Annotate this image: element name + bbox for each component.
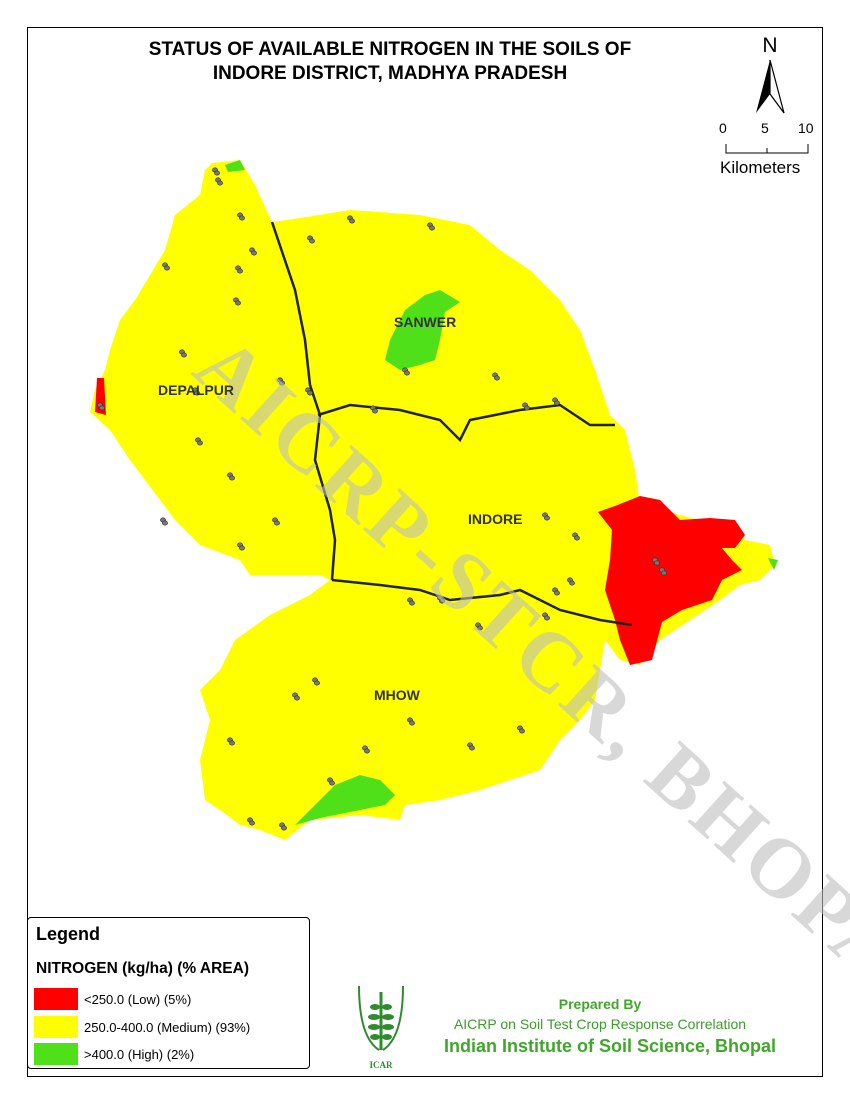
high-nitrogen-area-east (768, 558, 778, 570)
sample-site-marker (164, 265, 170, 271)
sample-site-marker (279, 380, 285, 386)
sample-site-marker (654, 560, 660, 566)
sample-site-marker (251, 250, 257, 256)
credit-institute: Indian Institute of Soil Science, Bhopal (443, 1036, 777, 1056)
north-label: N (762, 34, 778, 57)
sample-site-marker (329, 780, 335, 786)
sample-site-marker (229, 740, 235, 746)
sample-site-marker (239, 545, 245, 551)
sample-site-marker (409, 720, 415, 726)
title-line-1: STATUS OF AVAILABLE NITROGEN IN THE SOIL… (148, 39, 632, 60)
sample-site-marker (294, 695, 300, 701)
north-arrow-icon (756, 59, 785, 114)
sample-site-marker (554, 590, 560, 596)
sample-site-marker (274, 520, 280, 526)
high-nitrogen-area-north (225, 160, 245, 172)
sample-site-marker (237, 268, 243, 274)
sample-site-marker (439, 598, 445, 604)
legend-swatch-yellow (34, 1016, 78, 1038)
region-label-depalpur: DEPALPUR (158, 382, 234, 398)
scale-tick: 10 (798, 120, 814, 136)
sample-site-marker (162, 520, 168, 526)
sample-site-marker (519, 728, 525, 734)
tehsil-boundary-indore-mhow (331, 578, 633, 627)
region-label-mhow: MHOW (374, 687, 420, 703)
legend-label: >400.0 (High) (2%) (84, 1046, 195, 1062)
scale-tick: 5 (761, 120, 769, 136)
sample-site-marker (404, 370, 410, 376)
map-frame (27, 27, 823, 1077)
sample-site-marker (469, 745, 475, 751)
legend: Legend NITROGEN (kg/ha) (% AREA) <250.0 … (27, 917, 310, 1069)
sample-site-marker (314, 680, 320, 686)
sample-site-marker (554, 400, 560, 406)
sample-site-marker (194, 390, 200, 396)
sample-site-marker (181, 352, 187, 358)
sample-site-marker (429, 225, 435, 231)
sample-site-marker (281, 825, 287, 831)
sample-site-marker (229, 475, 235, 481)
sample-site-marker (197, 440, 203, 446)
high-nitrogen-area-sanwer (385, 290, 460, 370)
title-line-2: INDORE DISTRICT, MADHYA PRADESH (212, 63, 568, 84)
map-title: STATUS OF AVAILABLE NITROGEN IN THE SOIL… (100, 38, 680, 86)
scale-unit: Kilometers (720, 158, 801, 177)
sample-site-marker (661, 570, 667, 576)
legend-swatch-green (34, 1043, 78, 1065)
sample-site-marker (574, 535, 580, 541)
sample-site-marker (364, 748, 370, 754)
sample-site-marker (217, 180, 223, 186)
region-label-sanwer: SANWER (394, 314, 457, 330)
sample-site-marker (239, 215, 245, 221)
sample-site-marker (307, 390, 313, 396)
sample-site-marker (569, 580, 575, 586)
sample-site-marker (524, 405, 530, 411)
region-label-indore: INDORE (468, 511, 523, 527)
sample-site-marker (309, 238, 315, 244)
scale-line (725, 144, 809, 154)
legend-label: <250.0 (Low) (5%) (84, 991, 192, 1007)
north-arrow: N (752, 34, 788, 124)
credit-organization: AICRP on Soil Test Crop Response Correla… (453, 1016, 747, 1032)
medium-nitrogen-area (90, 160, 775, 840)
sample-site-marker (544, 615, 550, 621)
sample-site-marker (477, 625, 483, 631)
sample-site-marker (214, 170, 220, 176)
icar-logo: ICAR (358, 985, 404, 1070)
scale-tick: 0 (719, 120, 727, 136)
legend-subtitle: NITROGEN (kg/ha) (% AREA) (36, 960, 249, 977)
legend-label: 250.0-400.0 (Medium) (93%) (84, 1019, 251, 1035)
legend-item-low: <250.0 (Low) (5%) (34, 987, 191, 1011)
legend-heading: Legend (36, 924, 101, 944)
legend-item-medium: 250.0-400.0 (Medium) (93%) (34, 1015, 250, 1039)
sample-site-marker (249, 820, 255, 826)
sample-site-marker (235, 300, 241, 306)
svg-text:ICAR: ICAR (369, 1060, 393, 1070)
low-nitrogen-area (598, 496, 745, 665)
sample-site-marker (349, 218, 355, 224)
legend-item-high: >400.0 (High) (2%) (34, 1042, 194, 1066)
credit-prepared-by: Prepared By (558, 996, 642, 1012)
legend-swatch-red (34, 988, 78, 1010)
sample-site-marker (372, 408, 378, 414)
sample-site-marker (544, 515, 550, 521)
sample-site-marker (494, 375, 500, 381)
sample-site-marker (99, 405, 105, 411)
high-nitrogen-area-mhow (295, 775, 395, 825)
sample-site-marker (409, 600, 415, 606)
